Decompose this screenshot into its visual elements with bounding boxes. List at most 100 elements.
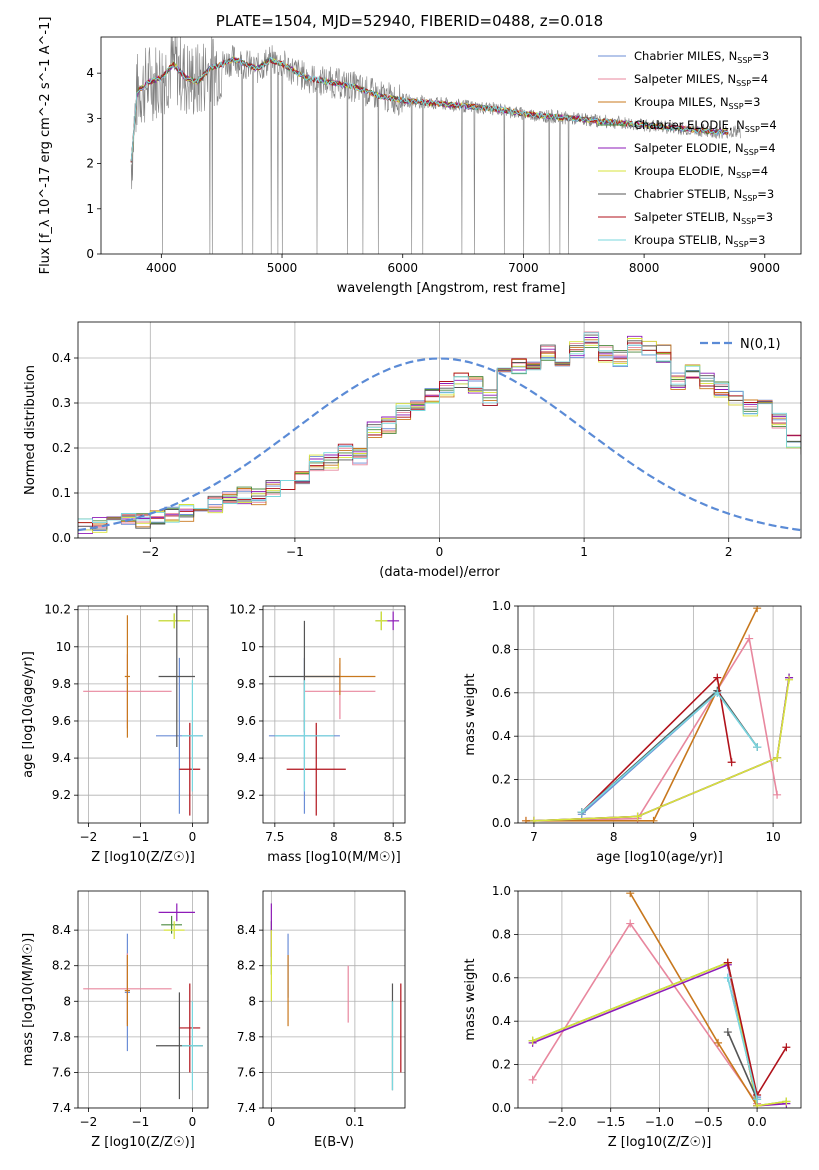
- x-tick-label: 0: [268, 1115, 276, 1129]
- legend-label-sub: SSP: [744, 148, 759, 157]
- legend-label: N(0,1): [740, 337, 781, 352]
- y-tick-label: 0.4: [492, 729, 511, 743]
- y-tick-label: 0.2: [492, 773, 511, 787]
- legend-label-sub: SSP: [729, 102, 744, 111]
- page-title: PLATE=1504, MJD=52940, FIBERID=0488, z=0…: [215, 12, 604, 30]
- x-tick-label: 0.1: [345, 1115, 364, 1129]
- x-tick-label: −2: [80, 1115, 98, 1129]
- plot-area: [78, 606, 208, 823]
- data-point: [528, 1075, 537, 1084]
- data-point: [521, 816, 530, 823]
- y-tick-label: 0.2: [492, 1058, 511, 1072]
- y-tick-label: 9.4: [52, 751, 71, 765]
- data-point: [713, 673, 722, 682]
- legend-label-main: Kroupa STELIB, N: [634, 233, 734, 247]
- y-axis-label: mass [log10(M/M☉)]: [21, 933, 36, 1066]
- y-axis-label: mass weight: [463, 958, 478, 1040]
- plot-area: [518, 606, 801, 823]
- legend-label-main: Salpeter MILES, N: [634, 72, 736, 86]
- x-tick-label: 9000: [750, 261, 781, 275]
- y-tick-label: 0.6: [492, 971, 511, 985]
- y-axis-label: age [log10(age/yr)]: [21, 651, 36, 778]
- residual-histogram: [78, 338, 801, 533]
- chart-panel-6: −2 −1 0 7.4 7.6 7.8 8 8.2 8.4 Z [log10(Z/Z☉)] mass…: [21, 890, 209, 1150]
- legend-label: Salpeter STELIB, NSSP=3: [634, 210, 773, 226]
- x-tick-label: 7000: [508, 261, 539, 275]
- mass-weight-line: [533, 677, 790, 822]
- mass-weight-line: [533, 679, 790, 822]
- y-tick-label: 10: [241, 640, 256, 654]
- legend-label-sub: SSP: [745, 125, 760, 134]
- y-tick-label: 8: [63, 994, 71, 1008]
- y-tick-label: 7.8: [52, 1030, 71, 1044]
- y-tick-label: 7.8: [237, 1030, 256, 1044]
- data-point: [577, 808, 586, 817]
- chart-panel-3: −2 −1 0 9.2 9.4 9.6 9.8 10 10.2 Z [log10(Z/Z☉)] ag…: [21, 603, 209, 865]
- y-tick-label: 9.8: [237, 677, 256, 691]
- x-axis-label: Z [log10(Z/Z☉)]: [608, 1135, 712, 1150]
- x-tick-label: 8.5: [384, 830, 403, 844]
- plot-area: [130, 37, 741, 254]
- legend-label-tail: =3: [744, 95, 761, 109]
- x-tick-label: −2.0: [547, 1115, 576, 1129]
- legend-label-tail: =4: [751, 72, 768, 86]
- data-point: [723, 973, 732, 982]
- plot-area: [263, 606, 405, 823]
- x-axis-label: (data-model)/error: [379, 565, 500, 580]
- y-tick-label: 7.6: [52, 1065, 71, 1079]
- data-point: [626, 891, 635, 898]
- legend-label-tail: =4: [751, 164, 768, 178]
- legend-label-tail: =4: [760, 118, 777, 132]
- plot-area: [78, 322, 801, 538]
- mass-weight-line: [533, 677, 790, 822]
- legend-label: Salpeter ELODIE, NSSP=4: [634, 141, 776, 157]
- x-axis-label: Z [log10(Z/Z☉)]: [91, 850, 195, 865]
- x-tick-label: 7.5: [265, 830, 284, 844]
- x-tick-label: −1: [286, 545, 304, 559]
- legend-label: Salpeter MILES, NSSP=4: [634, 72, 768, 88]
- y-tick-label: 10: [56, 640, 71, 654]
- y-tick-label: 9.6: [237, 714, 256, 728]
- legend-label-sub: SSP: [741, 217, 756, 226]
- data-point: [727, 758, 736, 767]
- legend-label-tail: =3: [756, 210, 773, 224]
- legend-label-tail: =4: [759, 141, 776, 155]
- data-point: [633, 812, 642, 821]
- legend-label-tail: =3: [752, 49, 769, 63]
- y-tick-label: 0.4: [52, 351, 71, 365]
- y-tick-label: 9.4: [237, 751, 256, 765]
- y-tick-label: 7.4: [52, 1101, 71, 1115]
- y-tick-label: 0.8: [492, 642, 511, 656]
- x-axis-label: mass [log10(M/M☉)]: [267, 850, 400, 865]
- x-tick-label: 8000: [629, 261, 660, 275]
- data-point: [713, 688, 722, 697]
- chart-panel-2: −2 −1 0 1 2 0.0 0.1 0.2 0.3 0.4 (data-model)/error…: [23, 321, 802, 580]
- legend-label-main: Chabrier STELIB, N: [634, 187, 742, 201]
- y-tick-label: 7.4: [237, 1101, 256, 1115]
- residual-histogram: [78, 335, 801, 534]
- data-point: [753, 1095, 762, 1104]
- data-point: [714, 1038, 723, 1047]
- x-tick-label: 10: [765, 830, 780, 844]
- x-tick-label: 8: [330, 830, 338, 844]
- y-tick-label: 9.6: [52, 714, 71, 728]
- legend: N(0,1): [700, 337, 781, 352]
- x-tick-label: 0: [436, 545, 444, 559]
- data-point: [782, 1043, 791, 1052]
- x-tick-label: 2: [725, 545, 733, 559]
- x-tick-label: −2: [80, 830, 98, 844]
- legend-label-main: Salpeter ELODIE, N: [634, 141, 744, 155]
- y-tick-label: 0.6: [492, 686, 511, 700]
- legend-label: Kroupa STELIB, NSSP=3: [634, 233, 765, 249]
- residual-histogram: [78, 342, 801, 527]
- mass-weight-line: [525, 636, 778, 822]
- y-tick-label: 1.0: [492, 599, 511, 613]
- chart-panel-7: 0 0.1 7.4 7.6 7.8 8 8.2 8.4 E(B-V): [237, 890, 406, 1150]
- data-point: [529, 816, 538, 823]
- legend-label-sub: SSP: [734, 240, 749, 249]
- data-point: [753, 743, 762, 752]
- legend-label-sub: SSP: [737, 56, 752, 65]
- x-tick-label: −2: [141, 545, 159, 559]
- y-axis-label: Normed distribution: [23, 365, 38, 495]
